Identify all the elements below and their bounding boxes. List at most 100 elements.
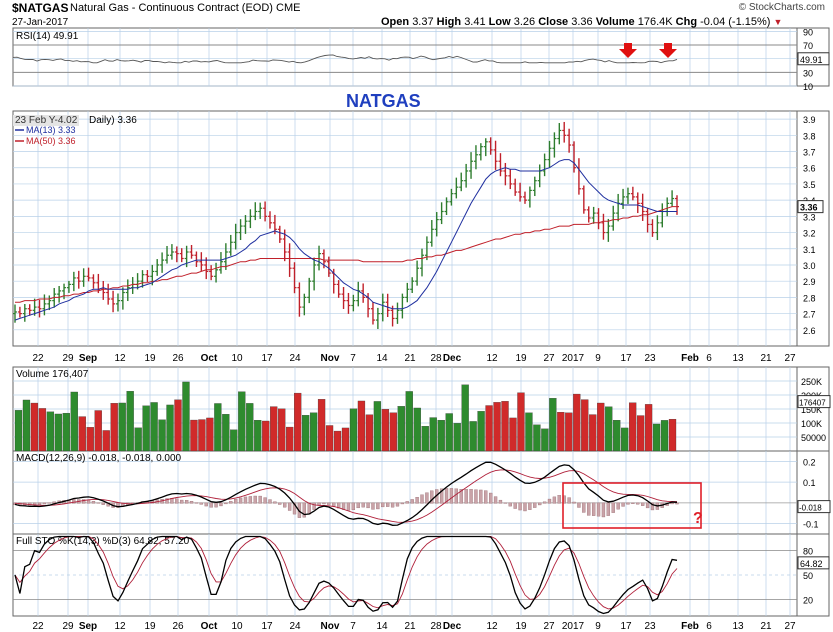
macd-histogram-bar <box>42 502 47 505</box>
volume-bar <box>357 400 366 452</box>
x-tick-label-top: 21 <box>760 353 772 364</box>
volume-bar <box>445 413 453 452</box>
volume-bar <box>597 402 605 452</box>
high-value: 3.41 <box>464 16 486 28</box>
volume-tick-label: 250K <box>801 377 822 387</box>
macd-histogram-bar <box>199 502 203 505</box>
x-tick-label-bottom: 7 <box>350 621 356 632</box>
volume-bar <box>110 403 118 452</box>
macd-signal-line <box>14 469 678 523</box>
x-tick-label-top: 29 <box>62 353 74 364</box>
macd-histogram-bar <box>302 502 306 518</box>
price-last-box <box>797 200 824 214</box>
volume-bar <box>86 427 94 452</box>
volume-bar <box>30 402 39 452</box>
macd-histogram-bar <box>386 502 390 507</box>
macd-histogram-bar <box>184 500 189 504</box>
macd-histogram-bar <box>346 502 351 511</box>
macd-histogram-bar <box>395 502 400 507</box>
macd-histogram-bar <box>204 502 208 507</box>
macd-histogram-bar <box>234 499 238 504</box>
macd-histogram-bar <box>670 502 674 505</box>
volume-bar <box>501 401 509 452</box>
volume-bar <box>605 406 613 452</box>
macd-histogram-bar <box>484 490 488 504</box>
volume-bar <box>485 405 493 452</box>
volume-bar <box>150 402 158 452</box>
macd-histogram-bar <box>381 502 385 508</box>
macd-histogram-bar <box>601 502 606 518</box>
x-tick-label-bottom: 28 <box>430 621 442 632</box>
macd-histogram-bar <box>582 502 586 513</box>
macd-histogram-bar <box>577 502 581 508</box>
volume-bar <box>166 404 174 452</box>
macd-histogram-bar <box>101 502 105 505</box>
x-tick-label-bottom: 12 <box>486 621 498 632</box>
volume-bar <box>349 408 358 452</box>
ma13-line <box>14 159 677 321</box>
macd-histogram-bar <box>503 502 508 504</box>
x-tick-label-top: 12 <box>486 353 498 364</box>
x-tick-label-bottom: Feb <box>681 621 699 632</box>
axis-frame-macd <box>796 450 830 535</box>
volume-bar <box>70 391 78 452</box>
macd-last-box <box>797 500 831 514</box>
x-tick-label-top: 6 <box>706 353 712 364</box>
macd-tick-label: 0.1 <box>803 478 816 488</box>
macd-histogram-bar <box>645 502 650 509</box>
volume-bar <box>317 399 326 452</box>
price-tick-label: 3.8 <box>803 131 816 141</box>
sto-last-value: 64.82 <box>800 559 823 569</box>
triangle-down-icon: ▼ <box>773 17 783 27</box>
volume-bar <box>628 402 637 452</box>
macd-histogram-bar <box>542 501 547 504</box>
close-label: Close <box>538 16 569 28</box>
macd-histogram-bar <box>636 502 640 505</box>
sto-title: Full STO %K(14,3) %D(3) 64.82, 57.20 <box>16 536 190 547</box>
price-tick-label: 3.6 <box>803 164 816 174</box>
macd-histogram-bar <box>591 502 596 516</box>
volume-title: Volume 176,407 <box>16 369 89 380</box>
x-tick-label-bottom: Nov <box>321 621 340 632</box>
x-tick-label-bottom: Oct <box>201 621 218 632</box>
x-tick-label-top: Oct <box>201 353 218 364</box>
x-tick-label-top: 27 <box>543 353 555 364</box>
macd-tick-label: -0.1 <box>803 520 819 530</box>
volume-bar <box>94 410 102 452</box>
volume-bar <box>493 402 501 452</box>
macd-histogram-bar <box>675 502 679 505</box>
volume-bar <box>405 391 413 452</box>
close-value: 3.36 <box>571 16 593 28</box>
price-tick-label: 2.7 <box>803 310 816 320</box>
x-tick-label-bottom: 2017 <box>562 621 585 632</box>
x-tick-label-bottom: 13 <box>732 621 744 632</box>
volume-bar <box>246 403 254 452</box>
x-tick-label-bottom: 9 <box>595 621 601 632</box>
volume-bar <box>437 419 445 452</box>
volume-bar <box>381 409 390 452</box>
x-tick-label-bottom: 22 <box>32 621 44 632</box>
macd-histogram-bar <box>606 502 610 516</box>
ticker-symbol: $NATGAS <box>12 1 69 15</box>
macd-tick-label: 0.2 <box>803 457 816 467</box>
rsi-tick-label: 10 <box>803 82 813 92</box>
x-tick-label-top: 2017 <box>562 353 585 364</box>
rsi-tick-label: 70 <box>803 41 813 51</box>
volume-bar <box>174 399 182 452</box>
x-tick-label-bottom: 21 <box>760 621 772 632</box>
axis-frame-vol <box>796 366 830 452</box>
macd-histogram-bar <box>322 502 326 505</box>
open-value: 3.37 <box>412 16 434 28</box>
macd-histogram-bar <box>533 502 537 508</box>
brand-watermark: © StockCharts.com <box>738 2 825 13</box>
macd-histogram-bar <box>650 502 655 511</box>
macd-histogram-bar <box>376 502 380 510</box>
macd-histogram-bar <box>410 499 414 504</box>
x-tick-label-top: 17 <box>261 353 273 364</box>
price-tick-label: 3.3 <box>803 212 816 222</box>
volume-bar <box>22 399 31 452</box>
x-tick-label-bottom: 27 <box>543 621 555 632</box>
macd-histogram-bar <box>96 502 101 504</box>
volume-bar <box>517 392 525 452</box>
macd-histogram-bar <box>493 496 498 504</box>
